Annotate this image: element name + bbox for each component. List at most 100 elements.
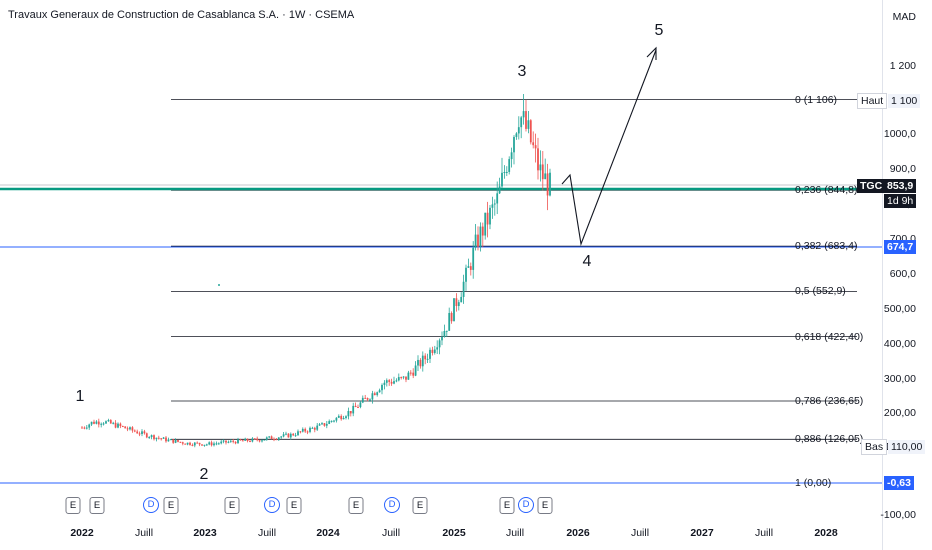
earnings-event-marker[interactable]: E	[89, 497, 105, 514]
candle-down	[273, 439, 275, 441]
candle-up	[402, 376, 405, 378]
candle-down	[97, 421, 100, 425]
candle-up	[335, 417, 338, 421]
wave-label-1: 1	[75, 388, 85, 405]
candle-up	[433, 349, 436, 353]
candle-down	[124, 426, 127, 429]
candle-up	[150, 435, 153, 438]
candle-down	[455, 298, 458, 307]
candle-down	[270, 436, 273, 440]
candle-up	[155, 437, 158, 440]
candle-down	[364, 397, 367, 399]
candle-up	[496, 193, 499, 204]
candle-up	[503, 172, 506, 174]
candle-down	[145, 433, 148, 438]
candle-up	[148, 437, 151, 439]
time-axis-tick: 2028	[814, 527, 838, 539]
elliott-wave-projection[interactable]	[561, 46, 657, 247]
dividend-event-marker[interactable]: D	[384, 497, 400, 513]
dividend-event-marker[interactable]: D	[143, 497, 159, 513]
candle-up	[429, 349, 431, 359]
candle-up	[517, 127, 520, 134]
earnings-event-marker[interactable]: E	[537, 497, 553, 514]
candle-up	[345, 416, 347, 419]
candle-up	[393, 381, 395, 384]
earnings-event-marker[interactable]: E	[348, 497, 364, 514]
candle-up	[522, 111, 525, 118]
candle-down	[299, 431, 302, 433]
candle-down	[83, 427, 86, 429]
fibonacci-retracement[interactable]	[0, 99, 882, 484]
candle-down	[138, 433, 141, 435]
candle-up	[318, 424, 321, 426]
candle-down	[81, 427, 83, 429]
candle-down	[184, 443, 187, 445]
zero-line-price-tag: -0,63	[884, 476, 914, 490]
candle-up	[385, 380, 388, 383]
candle-down	[241, 440, 244, 442]
candle-up	[95, 421, 98, 424]
candle-down	[275, 439, 278, 441]
earnings-event-marker[interactable]: E	[286, 497, 302, 514]
candle-down	[390, 381, 393, 384]
candle-down	[340, 415, 343, 420]
candle-down	[373, 393, 376, 396]
candle-down	[546, 173, 549, 196]
price-axis-tick: 400,00	[883, 338, 916, 350]
candle-up	[448, 312, 451, 331]
high-label: Haut	[857, 93, 888, 109]
candle-up	[501, 172, 503, 187]
candle-down	[354, 405, 357, 408]
wave-label-2: 2	[199, 466, 209, 483]
candle-down	[249, 441, 251, 443]
candle-up	[460, 296, 463, 303]
symbol-tag[interactable]: TGC	[857, 179, 886, 193]
candle-up	[222, 440, 225, 442]
candle-down	[234, 441, 237, 444]
candle-down	[232, 440, 235, 442]
time-axis-tick: Juill	[381, 527, 401, 539]
earnings-event-marker[interactable]: E	[163, 497, 179, 514]
candle-up	[277, 437, 280, 440]
candle-down	[126, 428, 129, 430]
candle-down	[93, 421, 95, 424]
candle-up	[465, 267, 467, 282]
candle-down	[179, 441, 182, 443]
candle-up	[381, 384, 383, 391]
earnings-event-marker[interactable]: E	[499, 497, 515, 514]
price-axis-tick: -100,00	[880, 509, 916, 521]
candle-up	[510, 152, 513, 160]
earnings-event-marker[interactable]: E	[224, 497, 240, 514]
candle-down	[253, 438, 256, 440]
last-price-tag: 853,9	[884, 179, 917, 193]
candle-up	[527, 120, 530, 129]
candle-up	[85, 427, 88, 429]
candle-up	[479, 226, 482, 247]
candle-down	[131, 427, 134, 431]
candle-down	[534, 145, 537, 149]
candle-up	[117, 423, 119, 428]
candle-up	[174, 440, 177, 443]
candle-up	[453, 298, 455, 322]
fib-level-label: 0,382 (683,4)	[795, 240, 858, 253]
price-axis-border	[882, 0, 883, 550]
candle-up	[383, 382, 386, 385]
candle-down	[225, 440, 227, 443]
dividend-event-marker[interactable]: D	[264, 497, 280, 513]
dividend-event-marker[interactable]: D	[518, 497, 534, 513]
candle-up	[489, 207, 491, 225]
candle-up	[309, 427, 311, 432]
candle-up	[369, 399, 371, 401]
earnings-event-marker[interactable]: E	[65, 497, 81, 514]
candle-down	[143, 431, 146, 434]
candle-up	[301, 428, 304, 432]
time-axis-tick: 2023	[193, 527, 217, 539]
candle-down	[357, 407, 359, 409]
candle-up	[100, 423, 103, 425]
candle-up	[208, 442, 211, 445]
candle-down	[181, 442, 184, 444]
candle-up	[328, 421, 331, 424]
earnings-event-marker[interactable]: E	[412, 497, 428, 514]
candle-down	[114, 422, 117, 428]
